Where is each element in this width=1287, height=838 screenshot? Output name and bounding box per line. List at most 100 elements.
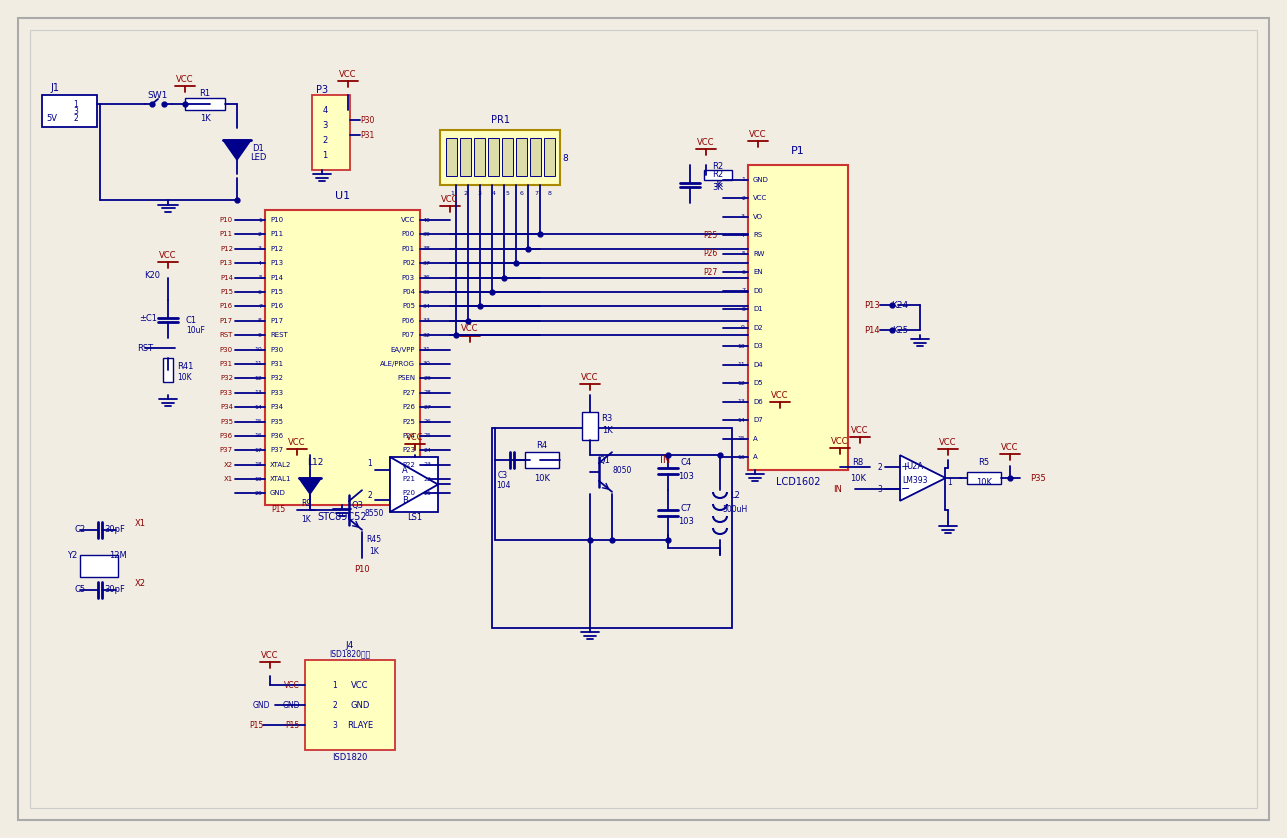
Text: VCC: VCC <box>284 680 300 690</box>
Text: VCC: VCC <box>176 75 194 84</box>
Text: EA/VPP: EA/VPP <box>390 347 414 353</box>
Text: P36: P36 <box>220 433 233 439</box>
Text: 1: 1 <box>368 458 372 468</box>
Text: 17: 17 <box>254 447 263 453</box>
Text: 2: 2 <box>257 232 263 237</box>
Bar <box>265 210 420 505</box>
Text: 5: 5 <box>259 275 263 280</box>
Text: ±C1: ±C1 <box>139 313 157 323</box>
Text: B: B <box>402 495 408 504</box>
Text: P32: P32 <box>270 375 283 381</box>
Text: 8: 8 <box>548 190 552 195</box>
Text: 13: 13 <box>254 391 263 396</box>
Text: 26: 26 <box>423 419 431 424</box>
Text: GND: GND <box>252 701 270 710</box>
Text: 12: 12 <box>254 376 263 380</box>
Text: 1: 1 <box>259 218 263 223</box>
Text: P01: P01 <box>402 246 414 252</box>
Text: 1K: 1K <box>369 547 378 556</box>
Polygon shape <box>900 455 946 501</box>
Text: D3: D3 <box>753 343 763 349</box>
Text: P11: P11 <box>220 231 233 237</box>
Text: U2A: U2A <box>906 462 924 470</box>
Text: 1K: 1K <box>301 515 311 525</box>
Text: J1: J1 <box>50 83 59 93</box>
Text: 34: 34 <box>423 304 431 309</box>
Text: ALE/PROG: ALE/PROG <box>380 361 414 367</box>
Text: P25: P25 <box>704 230 718 240</box>
Text: LS1: LS1 <box>408 514 422 523</box>
Text: D7: D7 <box>753 417 763 423</box>
Text: L12: L12 <box>306 458 323 467</box>
Text: L2: L2 <box>730 490 740 499</box>
Text: 4: 4 <box>322 106 328 115</box>
Text: GND: GND <box>270 490 286 496</box>
Text: P35: P35 <box>220 418 233 425</box>
Text: 1: 1 <box>73 100 79 108</box>
Text: P3: P3 <box>317 85 328 95</box>
Text: 10K: 10K <box>178 373 192 381</box>
Text: X2: X2 <box>224 462 233 468</box>
Text: 3: 3 <box>477 190 483 195</box>
Text: 2: 2 <box>73 113 79 122</box>
Text: XTAL1: XTAL1 <box>270 476 291 482</box>
Text: P30: P30 <box>220 347 233 353</box>
Text: X1: X1 <box>224 476 233 482</box>
Text: R41: R41 <box>176 361 193 370</box>
Text: P24: P24 <box>402 433 414 439</box>
Bar <box>440 130 560 185</box>
Text: 16: 16 <box>255 433 263 438</box>
Text: P14: P14 <box>220 275 233 281</box>
Text: VCC: VCC <box>407 432 423 442</box>
Text: P03: P03 <box>402 275 414 281</box>
Text: 3: 3 <box>73 106 79 116</box>
Text: 8050: 8050 <box>613 465 632 474</box>
Text: P30: P30 <box>360 116 375 125</box>
Text: P36: P36 <box>270 433 283 439</box>
Text: P17: P17 <box>220 318 233 323</box>
Text: VCC: VCC <box>698 137 714 147</box>
Bar <box>530 138 541 176</box>
Text: 1: 1 <box>450 190 454 195</box>
Text: VCC: VCC <box>753 195 767 201</box>
Text: 4: 4 <box>257 261 263 266</box>
Text: 27: 27 <box>423 405 431 410</box>
Text: D1: D1 <box>753 306 763 313</box>
Text: 7: 7 <box>741 288 745 293</box>
Text: 29: 29 <box>423 376 431 380</box>
Text: 10K: 10K <box>849 473 866 483</box>
Text: 31: 31 <box>423 347 431 352</box>
Text: P15: P15 <box>270 505 284 515</box>
Text: X1: X1 <box>135 520 145 529</box>
Text: P26: P26 <box>704 249 718 258</box>
Text: 104: 104 <box>495 480 510 489</box>
Text: 103: 103 <box>678 518 694 526</box>
Text: VO: VO <box>753 214 763 220</box>
Text: 3: 3 <box>257 246 263 251</box>
Text: IN: IN <box>660 455 671 465</box>
Text: 10uF: 10uF <box>187 325 205 334</box>
Bar <box>502 138 514 176</box>
Bar <box>305 660 395 750</box>
Text: SW1: SW1 <box>148 91 169 100</box>
Text: LED: LED <box>250 153 266 162</box>
Text: 40: 40 <box>423 218 431 223</box>
Text: 30: 30 <box>423 361 431 366</box>
Text: P04: P04 <box>402 289 414 295</box>
Text: 1: 1 <box>322 151 328 159</box>
Text: P16: P16 <box>220 303 233 309</box>
Text: PSEN: PSEN <box>396 375 414 381</box>
Bar <box>80 555 118 577</box>
Text: ISD1820模块: ISD1820模块 <box>329 649 371 659</box>
Text: P37: P37 <box>220 447 233 453</box>
Text: PR1: PR1 <box>490 115 510 125</box>
Bar <box>516 138 526 176</box>
Text: R2: R2 <box>713 169 723 178</box>
Text: 1K: 1K <box>601 426 613 434</box>
Text: P33: P33 <box>220 390 233 396</box>
Text: VCC: VCC <box>1001 442 1019 452</box>
Text: P20: P20 <box>402 490 414 496</box>
Text: XTAL2: XTAL2 <box>270 462 291 468</box>
Text: C1: C1 <box>187 315 197 324</box>
Text: 3: 3 <box>741 215 745 220</box>
